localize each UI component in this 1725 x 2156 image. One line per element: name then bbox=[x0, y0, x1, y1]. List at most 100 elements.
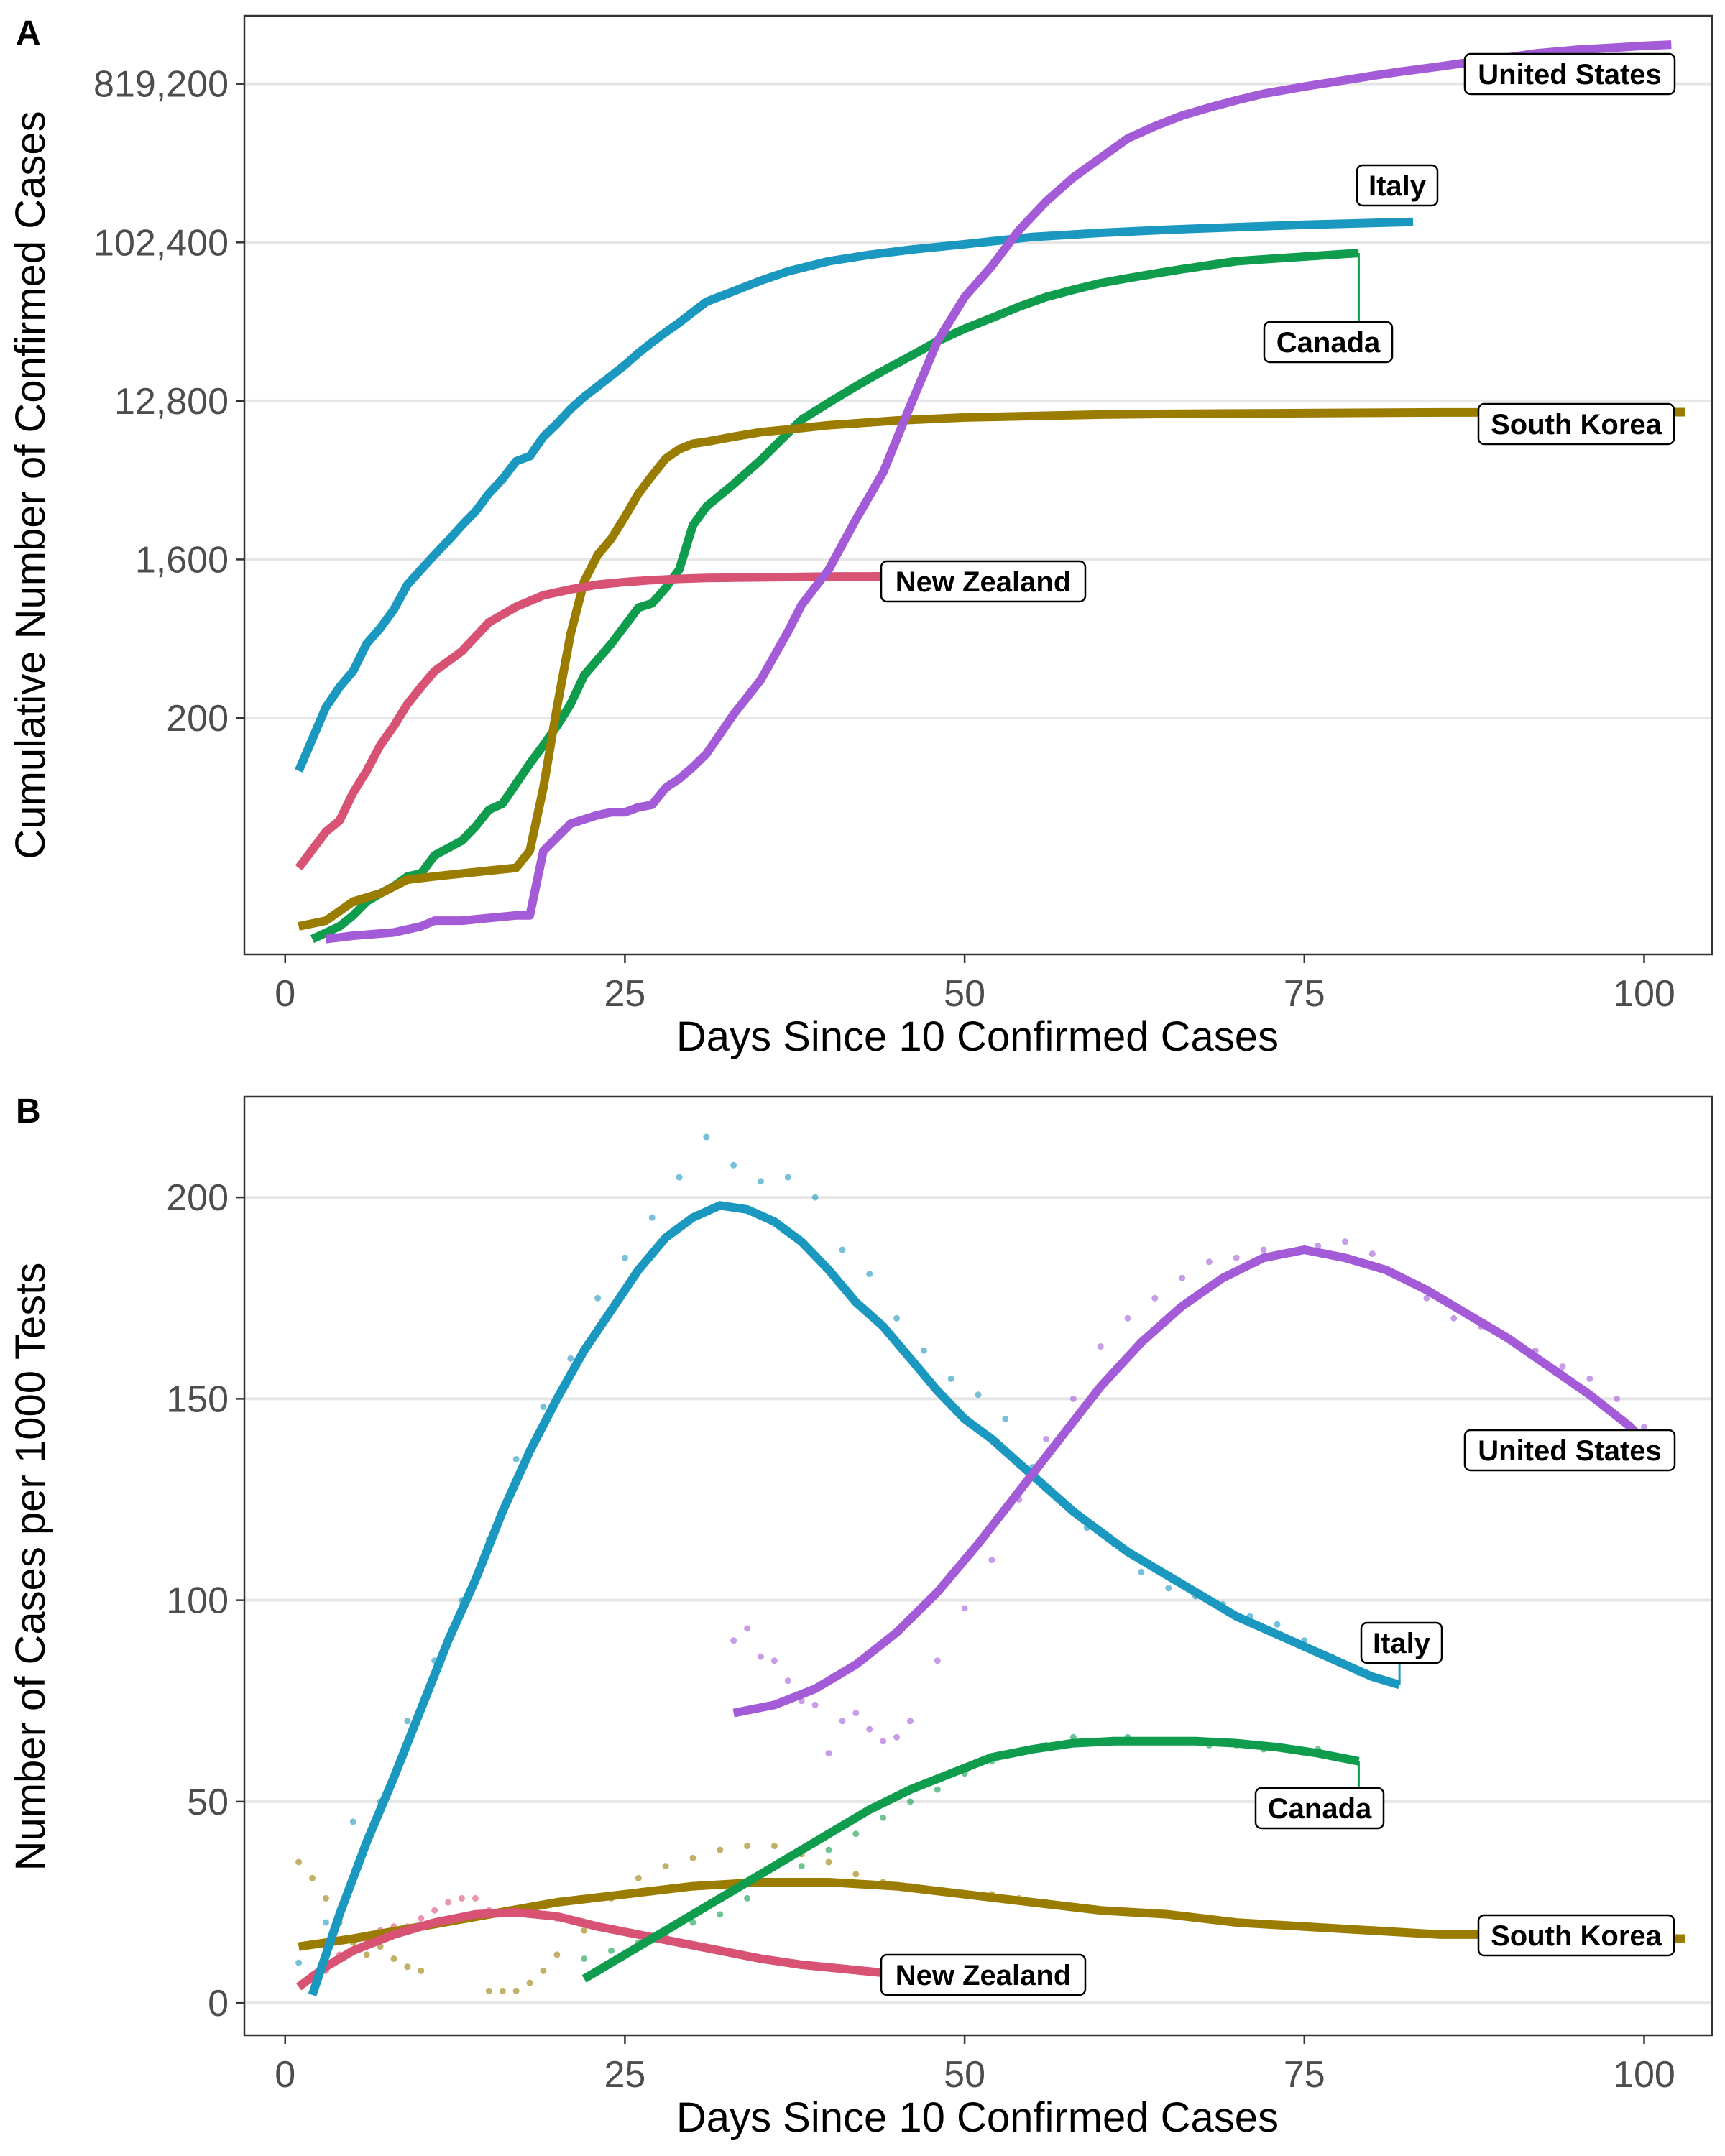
series-label-canada: Canada bbox=[1268, 1793, 1372, 1825]
data-point-united-states bbox=[825, 1750, 832, 1757]
x-tick-label: 100 bbox=[1613, 2054, 1675, 2096]
data-point-italy bbox=[295, 1959, 303, 1966]
data-point-united-states bbox=[1586, 1375, 1593, 1382]
data-point-italy bbox=[349, 1818, 356, 1825]
panel-b-grid bbox=[244, 1196, 1712, 2005]
series-label-new-zealand: New Zealand bbox=[896, 566, 1072, 598]
series-line-canada bbox=[310, 249, 1359, 944]
panel-b-plot-area bbox=[244, 1097, 1712, 2035]
panel-a-x-ticks: 0 25 50 75 100 bbox=[275, 954, 1675, 1015]
data-point-new-zealand bbox=[431, 1907, 438, 1914]
data-point-united-states bbox=[811, 1701, 819, 1708]
x-tick-label: 25 bbox=[604, 973, 645, 1015]
panel-b-labels: South Korea New Zealand Canada Italy United … bbox=[880, 1429, 1676, 1996]
data-point-italy bbox=[567, 1355, 574, 1362]
series-line-south-korea bbox=[298, 407, 1685, 931]
y-tick-label: 1,600 bbox=[135, 539, 229, 581]
data-point-italy bbox=[757, 1178, 764, 1185]
label-box-canada bbox=[1254, 1787, 1385, 1830]
panel-b-y-ticks: 0 50 100 150 200 bbox=[166, 1177, 244, 2024]
label-box-new-zealand bbox=[880, 1953, 1087, 1996]
data-point-italy bbox=[866, 1271, 873, 1278]
series-line-canada bbox=[581, 1736, 1360, 1983]
data-point-united-states bbox=[757, 1653, 764, 1660]
series-label-united-states: United States bbox=[1478, 59, 1662, 91]
x-tick-label: 0 bbox=[275, 2054, 295, 2096]
data-point-italy bbox=[947, 1375, 954, 1382]
data-point-south-korea bbox=[363, 1951, 370, 1958]
panel-b-lines bbox=[296, 1201, 1685, 1996]
series-label-new-zealand: New Zealand bbox=[896, 1960, 1072, 1991]
data-point-south-korea bbox=[418, 1967, 425, 1974]
data-point-italy bbox=[784, 1174, 791, 1181]
data-point-canada bbox=[825, 1846, 832, 1853]
data-point-united-states bbox=[988, 1557, 995, 1564]
x-tick-label: 25 bbox=[604, 2054, 645, 2096]
data-point-south-korea bbox=[499, 1987, 506, 1994]
data-point-south-korea bbox=[404, 1963, 411, 1971]
panel-a-letter: A bbox=[16, 14, 41, 52]
series-line-new-zealand bbox=[295, 571, 1006, 871]
data-point-new-zealand bbox=[472, 1894, 479, 1902]
data-point-canada bbox=[798, 1863, 805, 1870]
data-point-italy bbox=[839, 1246, 846, 1253]
data-point-italy bbox=[594, 1294, 602, 1302]
data-point-south-korea bbox=[770, 1843, 778, 1850]
panel-a-grid bbox=[244, 82, 1712, 720]
panel-b-y-axis-title: Number of Cases per 1000 Tests bbox=[7, 1263, 54, 1871]
data-point-south-korea bbox=[852, 1871, 860, 1878]
data-point-united-states bbox=[1614, 1395, 1621, 1402]
data-point-united-states bbox=[1205, 1258, 1213, 1266]
label-box-italy bbox=[1360, 1621, 1443, 1664]
data-point-south-korea bbox=[825, 1858, 832, 1866]
data-point-united-states bbox=[1640, 1424, 1647, 1431]
panel-b: B South Korea New Zealand Canada Italy Unite… bbox=[7, 1092, 1714, 2141]
data-point-italy bbox=[322, 1919, 329, 1926]
series-line-italy bbox=[295, 217, 1414, 773]
data-point-united-states bbox=[1070, 1395, 1077, 1402]
data-point-united-states bbox=[839, 1718, 846, 1725]
data-point-canada bbox=[880, 1814, 887, 1821]
data-point-united-states bbox=[1368, 1250, 1376, 1258]
data-point-canada bbox=[608, 1947, 615, 1954]
data-point-italy bbox=[920, 1347, 927, 1354]
data-point-italy bbox=[540, 1404, 547, 1411]
label-box-south-korea bbox=[1477, 1914, 1675, 1957]
data-point-canada bbox=[906, 1798, 914, 1805]
data-point-united-states bbox=[934, 1657, 941, 1664]
panel-a: A Canada South Korea New Zealand Italy Unite… bbox=[7, 14, 1714, 1060]
data-point-italy bbox=[512, 1455, 520, 1462]
data-point-italy bbox=[730, 1161, 737, 1169]
panel-a-y-ticks: 200 1,600 12,800 102,400 819,200 bbox=[93, 64, 244, 740]
x-tick-label: 0 bbox=[275, 973, 295, 1015]
data-point-south-korea bbox=[635, 1874, 642, 1881]
data-point-south-korea bbox=[309, 1874, 316, 1881]
series-line-italy bbox=[308, 1201, 1401, 1996]
data-point-united-states bbox=[893, 1733, 901, 1741]
data-point-italy bbox=[621, 1254, 628, 1261]
data-point-south-korea bbox=[485, 1987, 492, 1994]
data-point-united-states bbox=[770, 1657, 778, 1664]
series-label-south-korea: South Korea bbox=[1491, 1920, 1662, 1952]
data-point-united-states bbox=[1179, 1274, 1186, 1281]
y-tick-label: 819,200 bbox=[93, 64, 229, 106]
data-point-south-korea bbox=[540, 1967, 547, 1974]
data-point-south-korea bbox=[717, 1846, 724, 1853]
y-tick-label: 12,800 bbox=[114, 381, 229, 423]
data-point-italy bbox=[1165, 1585, 1172, 1592]
data-point-united-states bbox=[744, 1625, 751, 1632]
data-point-italy bbox=[1002, 1415, 1009, 1422]
x-tick-label: 50 bbox=[944, 2054, 985, 2096]
panel-b-letter: B bbox=[16, 1092, 41, 1130]
data-point-italy bbox=[676, 1174, 683, 1181]
panel-b-x-ticks: 0 25 50 75 100 bbox=[275, 2035, 1675, 2096]
data-point-united-states bbox=[1342, 1238, 1348, 1245]
data-point-united-states bbox=[1559, 1363, 1566, 1370]
y-tick-label: 0 bbox=[208, 1983, 229, 2024]
x-tick-label: 50 bbox=[944, 973, 985, 1015]
data-point-united-states bbox=[1151, 1294, 1159, 1302]
panel-b-frame bbox=[243, 1095, 1714, 2037]
series-label-canada: Canada bbox=[1276, 327, 1381, 359]
data-point-new-zealand bbox=[418, 1915, 425, 1922]
